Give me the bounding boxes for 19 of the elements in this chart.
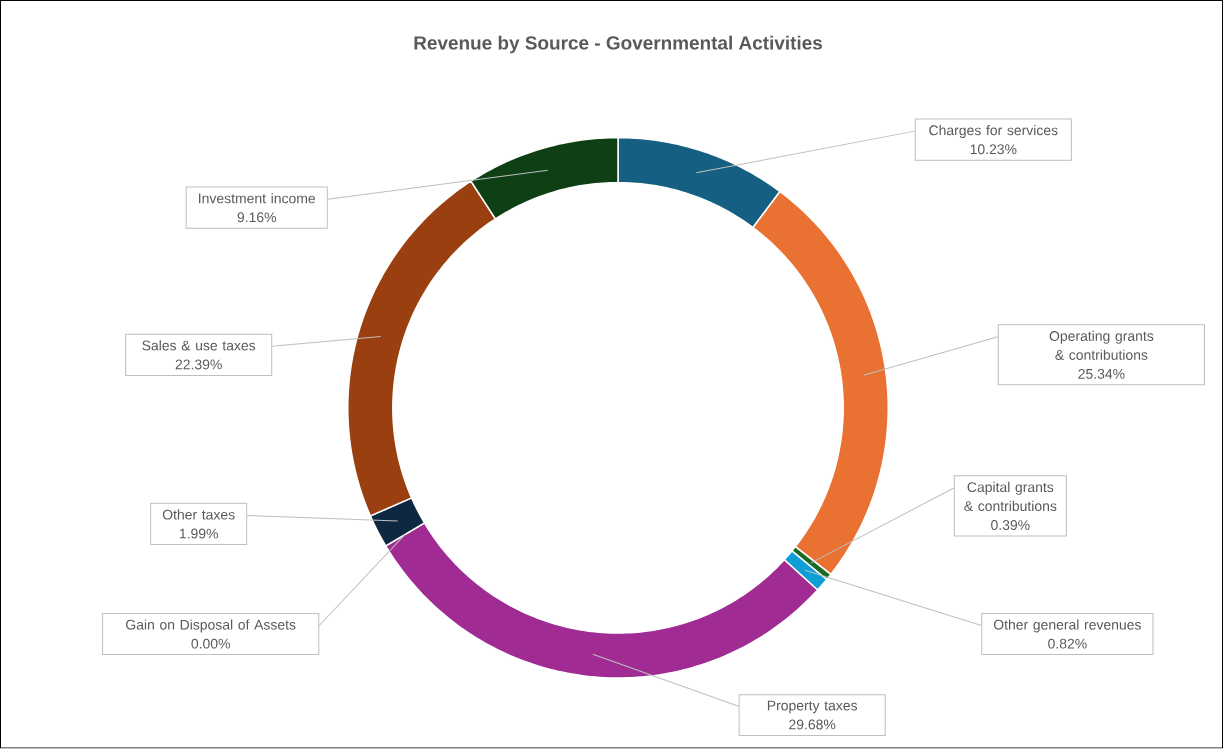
data-label: 29.68% xyxy=(789,719,836,730)
slice-label: Other general revenues xyxy=(993,619,1141,633)
slice-label: Charges for services xyxy=(929,125,1058,139)
data-label: 10.23% xyxy=(970,144,1017,155)
data-label: 0.82% xyxy=(1048,638,1087,649)
chart-title: Revenue by Source - Governmental Activities xyxy=(414,35,822,54)
data-label: 9.16% xyxy=(237,212,277,223)
data-label: 25.34% xyxy=(1078,369,1125,380)
slice-label: Operating grants & contributions xyxy=(1049,330,1154,361)
category-label: Gain on Disposal of Assets xyxy=(126,619,296,633)
slice-label: Other taxes xyxy=(162,509,235,520)
slice-label: Investment income xyxy=(199,193,316,204)
slice-label: Property taxes xyxy=(767,700,858,714)
slice-label: Sales & use taxes xyxy=(142,340,256,351)
data-label: 0.39% xyxy=(991,520,1030,531)
data-label: 1.99% xyxy=(179,528,218,539)
slice-label: Capital grants & contributions xyxy=(964,482,1057,512)
text: 0.00% xyxy=(191,638,230,649)
data-label: 22.39% xyxy=(175,359,222,370)
